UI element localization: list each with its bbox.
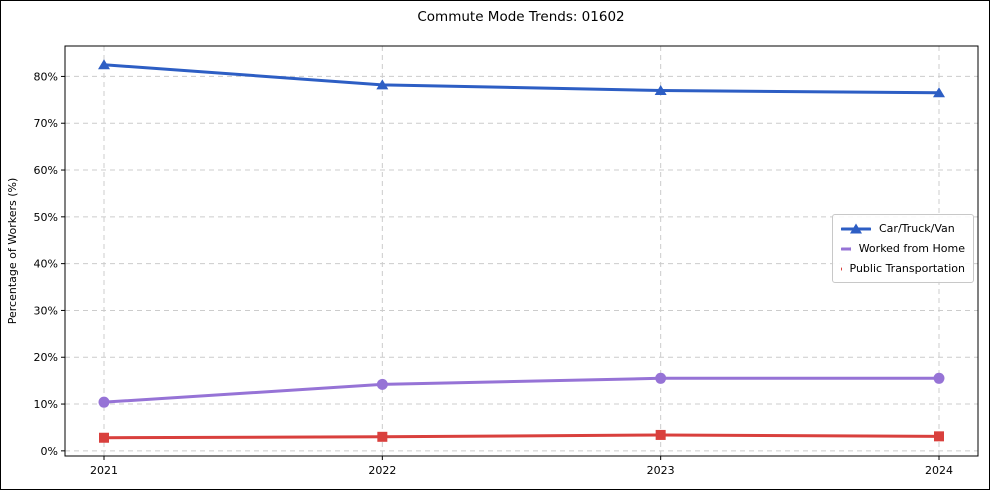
triangle-icon [850, 223, 862, 233]
y-tick-label: 10% [34, 398, 58, 411]
chart-title: Commute Mode Trends: 01602 [417, 9, 624, 25]
legend-item-worked-from-home: Worked from Home [841, 241, 965, 256]
x-tick-label: 2021 [90, 464, 118, 477]
series-line-public-transportation [102, 433, 941, 440]
x-tick-label: 2024 [925, 464, 953, 477]
x-tick-label: 2023 [647, 464, 675, 477]
marker-circle-icon [376, 378, 388, 390]
marker-circle-icon [655, 372, 667, 384]
marker-circle-icon [933, 372, 945, 384]
marker-triangle-icon [98, 59, 110, 70]
plot-spines [64, 45, 979, 457]
legend-label: Car/Truck/Van [879, 222, 955, 235]
y-tick-label: 60% [34, 164, 58, 177]
marker-square-icon [933, 431, 944, 442]
y-tick-label: 0% [41, 445, 58, 458]
legend-label: Public Transportation [849, 262, 965, 275]
legend-item-car-truck-van: Car/Truck/Van [841, 221, 965, 236]
legend-triangle-marker-icon [841, 223, 871, 233]
series-lines [98, 59, 945, 443]
x-tick-label: 2022 [368, 464, 396, 477]
legend-item-public-transportation: Public Transportation [841, 261, 965, 276]
legend-square-marker-icon [841, 267, 842, 270]
marker-square-icon [655, 429, 666, 440]
marker-circle-icon [98, 396, 110, 408]
legend-label: Worked from Home [858, 242, 965, 255]
y-tick-label: 20% [34, 351, 58, 364]
marker-square-icon [99, 432, 109, 443]
marker-triangle-icon [932, 87, 945, 98]
y-tick-label: 40% [34, 258, 58, 271]
series-line-worked-from-home [102, 376, 941, 404]
y-tick-label: 70% [34, 117, 58, 130]
y-tick-label: 80% [34, 70, 58, 83]
marker-square-icon [377, 431, 388, 442]
gridlines [65, 46, 978, 456]
legend: Car/Truck/Van Worked from Home Public Tr… [832, 214, 974, 283]
y-tick-label: 30% [34, 304, 58, 317]
y-axis-label: Percentage of Workers (%) [6, 178, 19, 325]
y-tick-label: 50% [34, 211, 58, 224]
legend-circle-marker-icon [841, 247, 851, 250]
axes: 0% 10% 20% 30% 40% 50% 60% 70% 80% 2021 2022 2023 20… [34, 45, 979, 477]
series-line-car-truck-van [102, 63, 941, 95]
marker-triangle-icon [654, 84, 667, 95]
marker-triangle-icon [376, 79, 389, 90]
